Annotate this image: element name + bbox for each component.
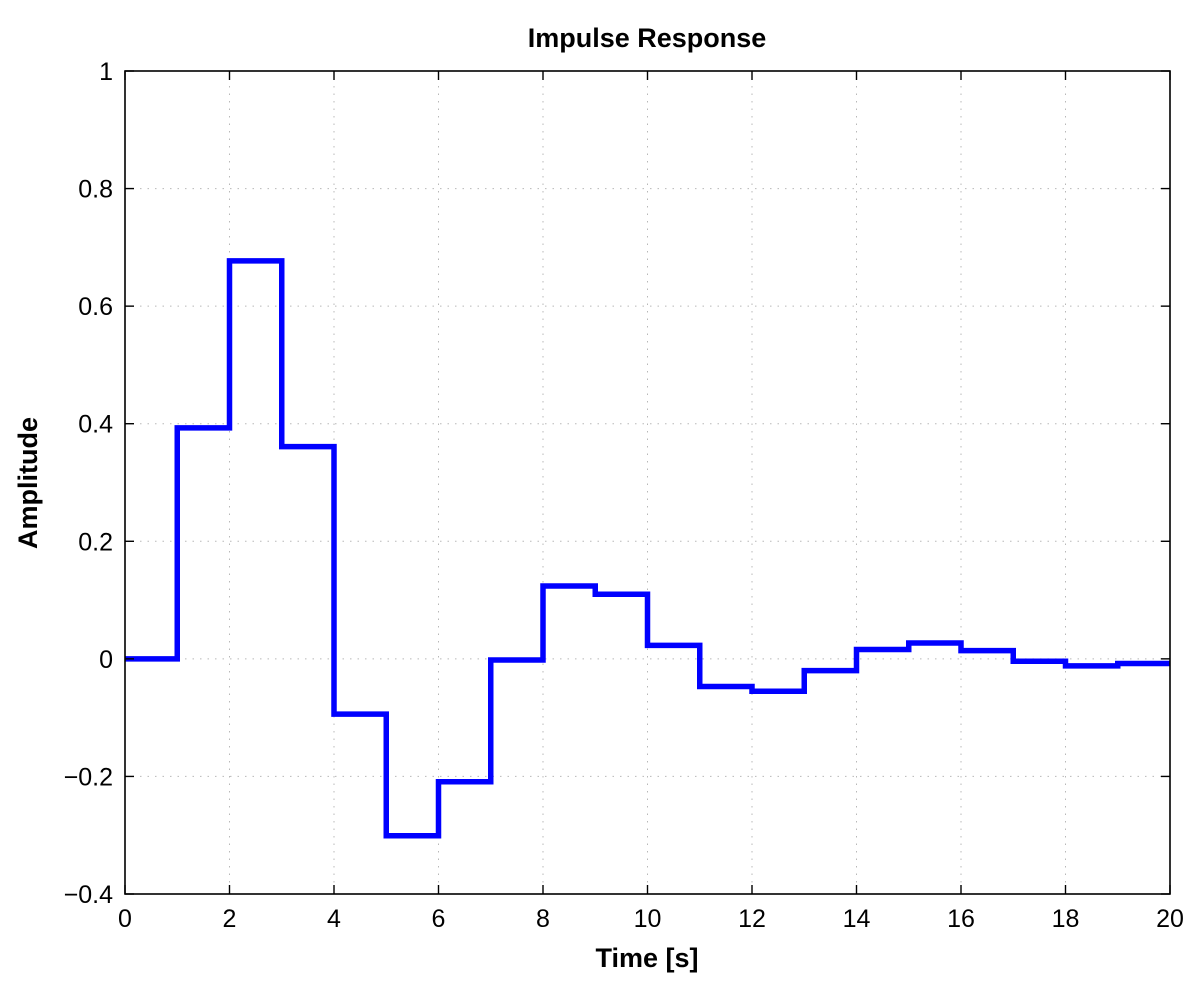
x-tick-label: 16 <box>947 905 975 933</box>
x-tick-label: 12 <box>738 905 766 933</box>
x-tick-label: 10 <box>634 905 662 933</box>
y-tick-label: 0.4 <box>78 411 113 439</box>
grid <box>125 71 1170 894</box>
x-tick-labels: 0 2 4 6 8 10 12 14 16 18 20 <box>118 905 1184 933</box>
chart-title: Impulse Response <box>528 23 767 53</box>
axis-ticks <box>124 70 1171 895</box>
x-tick-label: 8 <box>536 905 550 933</box>
y-tick-label: 0.8 <box>78 176 113 204</box>
x-axis-label: Time [s] <box>595 943 698 973</box>
x-tick-label: 20 <box>1156 905 1184 933</box>
x-tick-label: 2 <box>223 905 237 933</box>
impulse-response-step-line <box>125 258 1170 839</box>
y-tick-label: 0.2 <box>78 528 113 556</box>
x-tick-label: 18 <box>1052 905 1080 933</box>
y-tick-labels: −0.4 −0.2 0 0.2 0.4 0.6 0.8 1 <box>64 58 113 909</box>
y-tick-label: 1 <box>99 58 113 86</box>
plot-area <box>125 258 1170 839</box>
x-tick-label: 14 <box>843 905 871 933</box>
y-tick-label: −0.4 <box>64 881 113 909</box>
axes-frame <box>124 70 1171 895</box>
y-tick-label: 0 <box>99 646 113 674</box>
y-tick-label: −0.2 <box>64 763 113 791</box>
y-tick-label: 0.6 <box>78 293 113 321</box>
y-axis-label: Amplitude <box>13 417 43 549</box>
x-tick-label: 0 <box>118 905 132 933</box>
x-tick-label: 6 <box>432 905 446 933</box>
x-tick-label: 4 <box>327 905 341 933</box>
